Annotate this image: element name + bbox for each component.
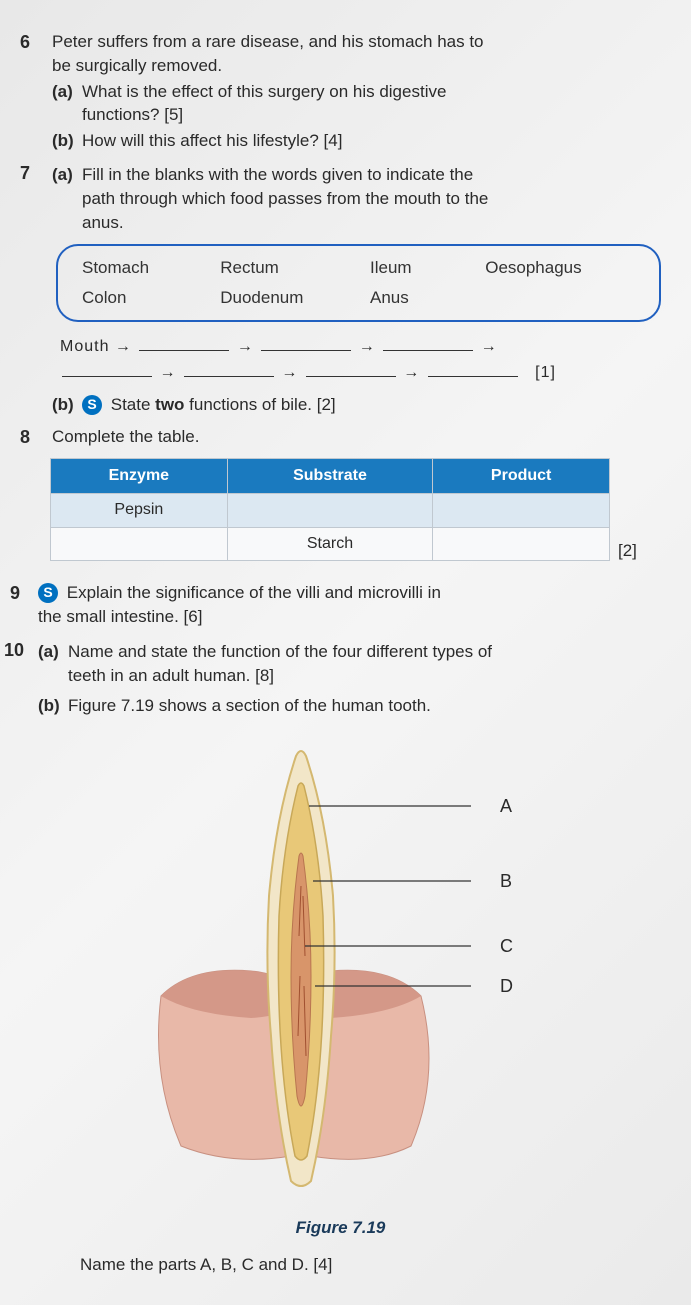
word-1: Rectum [220, 256, 370, 280]
blank-2[interactable] [261, 350, 351, 351]
q6a-line1: What is the effect of this surgery on hi… [82, 82, 446, 101]
arrow-4: → [159, 364, 176, 381]
q7b-line: State two functions of bile. [2] [111, 395, 336, 414]
q7a-label: (a) [52, 163, 82, 234]
path-start: Mouth → [60, 338, 132, 355]
label-b: B [500, 869, 512, 894]
path-line-1: Mouth → → → → [60, 336, 661, 358]
word-3: Oesophagus [485, 256, 635, 280]
q7-number: 7 [20, 161, 52, 234]
blank-4[interactable] [62, 376, 152, 377]
q7a-line2: path through which food passes from the … [82, 189, 488, 208]
enzyme-table: Enzyme Substrate Product Pepsin Starch [50, 458, 610, 561]
word-2: Ileum [370, 256, 485, 280]
cell-1-2[interactable] [433, 494, 610, 527]
q6b-label: (b) [52, 129, 82, 153]
word-7 [485, 286, 635, 310]
question-7: 7 (a) Fill in the blanks with the words … [20, 161, 661, 234]
blank-7[interactable] [428, 376, 518, 377]
cell-2-1: Starch [227, 527, 433, 560]
blank-1[interactable] [139, 350, 229, 351]
figure-caption: Figure 7.19 [20, 1216, 661, 1240]
word-box: Stomach Rectum Ileum Oesophagus Colon Du… [56, 244, 661, 322]
path-line-2: → → → [1] [60, 362, 661, 384]
q10a-label: (a) [38, 640, 68, 688]
q9-number: 9 [10, 581, 38, 629]
table-row-2: Starch [51, 527, 610, 560]
arrow-3: → [481, 338, 498, 355]
q8-body: Complete the table. [52, 425, 661, 450]
q6a-line2: functions? [5] [82, 105, 183, 124]
question-8: 8 Complete the table. [20, 425, 661, 450]
q6a: (a) What is the effect of this surgery o… [52, 80, 661, 128]
q7a-text: Fill in the blanks with the words given … [82, 163, 661, 234]
q10a-text: Name and state the function of the four … [68, 640, 661, 688]
s-badge-icon-9: S [38, 583, 58, 603]
q8-number: 8 [20, 425, 52, 450]
th-enzyme: Enzyme [51, 458, 228, 493]
q10b: (b) Figure 7.19 shows a section of the h… [38, 694, 661, 718]
q8-marks: [2] [618, 539, 661, 563]
word-5: Duodenum [220, 286, 370, 310]
q6-intro-line1: Peter suffers from a rare disease, and h… [52, 30, 661, 54]
blank-3[interactable] [383, 350, 473, 351]
question-9: 9 S Explain the significance of the vill… [20, 581, 661, 629]
q7b-text: S State two functions of bile. [2] [82, 393, 661, 417]
cell-1-1[interactable] [227, 494, 433, 527]
q7b-label: (b) [52, 393, 82, 417]
q6b-text: How will this affect his lifestyle? [4] [82, 129, 661, 153]
q10a-line1: Name and state the function of the four … [68, 642, 492, 661]
q10-final: Name the parts A, B, C and D. [4] [80, 1253, 661, 1277]
q7a: (a) Fill in the blanks with the words gi… [52, 163, 661, 234]
q6-number: 6 [20, 30, 52, 153]
label-d: D [500, 974, 513, 999]
q6a-text: What is the effect of this surgery on hi… [82, 80, 661, 128]
label-a: A [500, 794, 512, 819]
q7a-line1: Fill in the blanks with the words given … [82, 165, 473, 184]
word-6: Anus [370, 286, 485, 310]
arrow-1: → [237, 338, 254, 355]
q10a-line2: teeth in an adult human. [8] [68, 666, 274, 685]
q6-body: Peter suffers from a rare disease, and h… [52, 30, 661, 153]
q10b-label: (b) [38, 694, 68, 718]
q6b: (b) How will this affect his lifestyle? … [52, 129, 661, 153]
q10b-text: Figure 7.19 shows a section of the human… [68, 694, 661, 718]
question-6: 6 Peter suffers from a rare disease, and… [20, 30, 661, 153]
word-4: Colon [82, 286, 220, 310]
table-header-row: Enzyme Substrate Product [51, 458, 610, 493]
arrow-2: → [359, 338, 376, 355]
q9-body: S Explain the significance of the villi … [38, 581, 661, 629]
word-0: Stomach [82, 256, 220, 280]
q7-body: (a) Fill in the blanks with the words gi… [52, 161, 661, 234]
blank-5[interactable] [184, 376, 274, 377]
q10-body: (a) Name and state the function of the f… [38, 638, 661, 717]
q6a-label: (a) [52, 80, 82, 128]
q7b: (b) S State two functions of bile. [2] [52, 393, 661, 417]
cell-2-0[interactable] [51, 527, 228, 560]
q10-number: 10 [4, 638, 38, 717]
th-product: Product [433, 458, 610, 493]
q7a-marks: [1] [535, 364, 556, 381]
q6-intro-line2: be surgically removed. [52, 54, 661, 78]
table-row-1: Pepsin [51, 494, 610, 527]
q10a: (a) Name and state the function of the f… [38, 640, 661, 688]
q9-line1: Explain the significance of the villi an… [67, 583, 441, 602]
tooth-diagram: A B C D [20, 736, 661, 1206]
arrow-5: → [281, 364, 298, 381]
blank-6[interactable] [306, 376, 396, 377]
label-c: C [500, 934, 513, 959]
cell-1-0: Pepsin [51, 494, 228, 527]
cell-2-2[interactable] [433, 527, 610, 560]
tooth-svg [131, 736, 551, 1196]
question-10: 10 (a) Name and state the function of th… [20, 638, 661, 717]
q7a-line3: anus. [82, 213, 124, 232]
q9-line2: the small intestine. [6] [38, 607, 202, 626]
arrow-6: → [403, 364, 420, 381]
th-substrate: Substrate [227, 458, 433, 493]
s-badge-icon: S [82, 395, 102, 415]
